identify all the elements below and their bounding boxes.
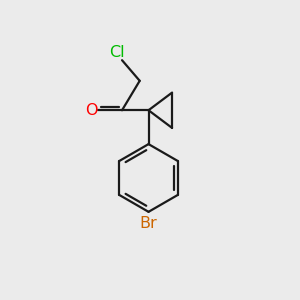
Text: Br: Br <box>140 215 158 230</box>
Text: O: O <box>85 103 98 118</box>
Text: Cl: Cl <box>109 45 124 60</box>
